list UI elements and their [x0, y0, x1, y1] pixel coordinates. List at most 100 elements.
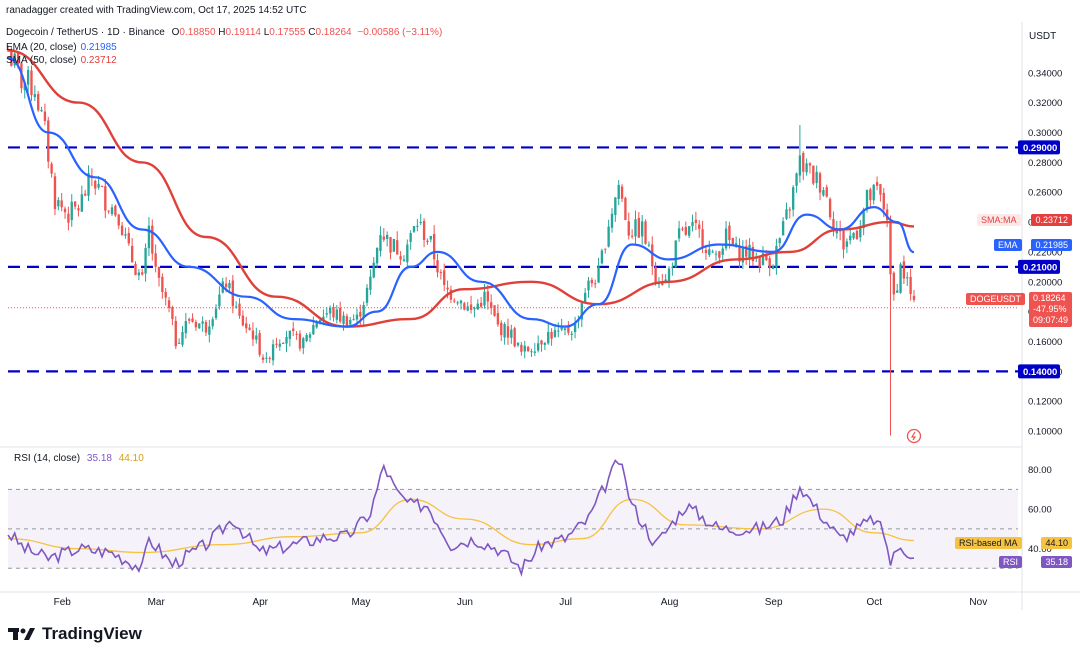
tradingview-logo[interactable]: TradingView [8, 624, 142, 644]
candle-body [201, 321, 204, 324]
candle [466, 301, 469, 312]
candle [583, 288, 587, 303]
candle-body [677, 228, 681, 239]
candle [463, 301, 466, 311]
candle-body [627, 221, 630, 236]
candle [389, 237, 392, 260]
grid [0, 22, 1080, 610]
candle [889, 215, 892, 436]
candle [597, 257, 600, 283]
candle-body [630, 235, 634, 237]
candle-body [768, 258, 771, 268]
candle-body [624, 197, 627, 220]
price-tick-label: 0.26000 [1028, 188, 1062, 199]
candle-body [681, 228, 684, 230]
rsi-legend[interactable]: RSI (14, close) 35.18 44.10 [14, 453, 144, 464]
candle [516, 342, 520, 348]
candle [530, 348, 533, 357]
candle [852, 232, 855, 240]
event-icon [906, 428, 922, 444]
candle-body [181, 331, 184, 345]
candle-body [50, 163, 53, 174]
moving-average-lines [7, 49, 915, 328]
candle [422, 218, 426, 248]
candle [67, 206, 70, 231]
candle [818, 171, 822, 201]
candle-body [818, 173, 822, 193]
candle-body [590, 279, 594, 284]
candle-body [771, 266, 775, 270]
candle-body [718, 251, 721, 258]
candle [37, 90, 40, 112]
time-tick-label: Feb [54, 597, 72, 608]
candle-body [731, 238, 734, 246]
candle [382, 228, 385, 242]
candle-body [714, 253, 718, 255]
candle [627, 212, 630, 240]
candle-body [600, 250, 604, 264]
candle-body [97, 183, 100, 188]
candle [788, 206, 792, 219]
candle-body [748, 244, 751, 260]
candle [869, 187, 872, 207]
candle-body [604, 248, 607, 250]
candle-body [359, 311, 362, 317]
candle-body [882, 192, 885, 210]
candle [396, 231, 399, 255]
candle-body [781, 221, 785, 236]
candle [708, 240, 711, 258]
candle-body [835, 229, 838, 234]
candle [745, 239, 748, 265]
candle [815, 165, 818, 189]
price-tick-label: 0.30000 [1028, 128, 1062, 139]
candle [302, 336, 305, 355]
candle [872, 183, 875, 205]
candle-body [409, 233, 412, 242]
candle [184, 312, 188, 339]
sma-legend[interactable]: SMA (50, close) 0.23712 [6, 55, 117, 66]
candle [63, 206, 67, 219]
candle-body [412, 226, 416, 232]
candle [412, 225, 416, 233]
candle-body [567, 326, 570, 333]
candle [57, 197, 60, 211]
candle [909, 268, 912, 301]
symbol-legend[interactable]: Dogecoin / TetherUS · 1D · Binance O0.18… [6, 27, 442, 38]
candle [362, 301, 365, 326]
candle-body [164, 292, 167, 298]
currency-label[interactable]: USDT [1029, 31, 1057, 42]
candle [503, 322, 506, 345]
ema-legend[interactable]: EMA (20, close) 0.21985 [6, 42, 117, 53]
candle-body [100, 185, 104, 187]
candle-body [315, 321, 318, 328]
candle-body [57, 200, 60, 207]
candle-body [503, 324, 506, 338]
candle [13, 49, 16, 68]
candle-body [845, 241, 849, 247]
time-tick-label: Nov [969, 597, 987, 608]
price-tick-label: 0.22000 [1028, 247, 1062, 258]
candle [214, 304, 218, 320]
candle [436, 253, 439, 278]
candle-body [241, 315, 245, 326]
candle [896, 283, 899, 293]
candle-body [288, 330, 292, 339]
candle-body [828, 198, 832, 218]
candle [677, 220, 681, 242]
candle [832, 211, 835, 237]
candle-body [865, 189, 869, 209]
candle [614, 197, 617, 222]
candle [281, 342, 285, 344]
candle-body [902, 261, 906, 279]
candle-body [265, 357, 268, 359]
horizontal-levels [8, 146, 1018, 373]
candle [50, 161, 53, 178]
candle-body [399, 256, 402, 260]
candle [449, 285, 453, 304]
candle-body [67, 213, 70, 223]
candle-body [127, 232, 130, 244]
candle [620, 184, 624, 203]
candle-body [362, 305, 365, 318]
candle-body [432, 233, 436, 260]
candle-body [349, 319, 352, 325]
